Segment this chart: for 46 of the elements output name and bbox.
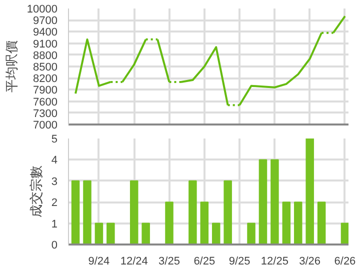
- bar: [212, 222, 220, 244]
- x-tick-label: 3/25: [158, 256, 180, 268]
- bar: [188, 180, 197, 244]
- x-tick-label: 12/25: [260, 256, 288, 268]
- bar: [306, 138, 314, 244]
- x-tick-label: 6/26: [334, 256, 356, 268]
- y-tick-label: 7600: [33, 96, 58, 108]
- y-tick-label: 7000: [33, 120, 58, 132]
- bar: [142, 222, 150, 244]
- y-tick-label: 7300: [33, 108, 58, 120]
- bar: [258, 159, 268, 244]
- y-tick-label: 9400: [33, 26, 58, 39]
- y-tick-label: 9100: [33, 38, 58, 50]
- x-tick-label: 3/26: [299, 256, 321, 268]
- bar: [294, 202, 302, 244]
- x-tick-label: 6/25: [194, 256, 216, 268]
- bar: [165, 202, 174, 244]
- y-axis-title: 成交宗數: [28, 166, 44, 218]
- y-tick-label: 8200: [33, 73, 58, 86]
- y-axis-title: 平均呎價: [4, 40, 19, 92]
- bar: [247, 222, 256, 244]
- y-tick-label: 0: [51, 240, 58, 252]
- y-tick-label: 8500: [33, 62, 58, 74]
- bar: [94, 222, 104, 244]
- x-tick-label: 12/24: [120, 256, 148, 268]
- y-tick-label: 4: [51, 154, 58, 167]
- bar: [282, 202, 291, 244]
- y-tick-label: 3: [51, 176, 58, 188]
- y-tick-label: 8800: [33, 50, 58, 62]
- x-tick-label: 9/24: [88, 256, 110, 268]
- bar: [130, 180, 138, 244]
- bar: [317, 202, 326, 244]
- bar: [106, 222, 115, 244]
- y-tick-label: 7900: [33, 84, 58, 97]
- bar: [340, 222, 348, 244]
- y-tick-label: 5: [51, 134, 58, 146]
- bar: [71, 180, 80, 244]
- y-tick-label: 9700: [33, 15, 58, 28]
- bar: [83, 180, 92, 244]
- bar: [270, 159, 279, 244]
- bar: [224, 180, 232, 244]
- y-tick-label: 1: [51, 218, 58, 230]
- y-tick-label: 2: [51, 197, 58, 210]
- y-tick-label: 10000: [26, 4, 58, 16]
- x-tick-label: 9/25: [228, 256, 250, 268]
- bar: [200, 202, 209, 244]
